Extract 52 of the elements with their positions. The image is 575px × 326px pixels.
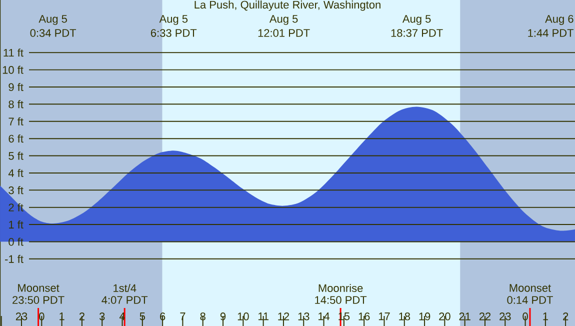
y-tick-label: 6 ft	[8, 134, 24, 143]
x-tick-label: 19	[419, 312, 430, 320]
x-tick-label: 0	[39, 312, 44, 320]
x-tick-label: 21	[459, 312, 470, 320]
x-tick-label: 8	[200, 312, 206, 320]
x-tick-label: 18	[399, 312, 410, 320]
annotation: Aug 6	[545, 15, 574, 25]
annotation: 18:37 PDT	[391, 29, 443, 37]
annotation: 0:14 PDT	[507, 296, 553, 304]
annotation: Aug 5	[402, 15, 431, 25]
x-tick-label: 17	[378, 312, 390, 320]
y-tick-label: 10 ft	[2, 66, 24, 74]
x-tick-label: 20	[439, 312, 450, 320]
x-tick-label: 16	[358, 312, 370, 320]
y-tick-label: 2 ft	[8, 203, 24, 212]
x-tick-label: 22	[479, 312, 491, 320]
x-tick-label: 9	[220, 312, 226, 320]
y-tick-label: 8 ft	[8, 100, 24, 108]
y-tick-label: -1 ft	[5, 254, 24, 263]
annotation: 4:07 PDT	[102, 296, 148, 304]
x-tick-label: 11	[258, 312, 268, 320]
x-tick-label: 12	[278, 312, 290, 320]
y-tick-label: 4 ft	[8, 168, 24, 177]
y-tick-label: 7 ft	[8, 117, 24, 126]
ref-line-label: Moonrise	[318, 284, 363, 292]
x-tick-label: 0	[522, 312, 528, 320]
y-tick-label: 0 ft	[8, 238, 24, 246]
annotation: 14:50 PDT	[315, 296, 367, 304]
x-tick-label: 6	[160, 312, 166, 320]
x-tick-label: 10	[238, 312, 249, 320]
ref-line-label: Moonset	[510, 284, 551, 292]
chart-title: La Push, Quillayute River, Washington	[194, 0, 380, 11]
annotation: 6:33 PDT	[150, 29, 197, 37]
x-tick-label: 23	[500, 312, 511, 320]
annotation: 0:34 PDT	[30, 29, 76, 37]
x-tick-label: 13	[298, 312, 310, 320]
annotation: Aug 5	[159, 15, 188, 25]
annotation: Aug 5	[38, 15, 67, 25]
annotation: 23:50 PDT	[12, 296, 64, 304]
annotation: Aug 5	[269, 15, 298, 25]
x-tick-label: 23	[16, 312, 28, 320]
y-tick-label: 5 ft	[8, 152, 24, 160]
x-tick-label: 14	[318, 312, 330, 320]
y-tick-label: 11 ft	[4, 48, 24, 57]
ref-line-label: Moonset	[18, 284, 60, 292]
annotation: 12:01 PDT	[258, 29, 310, 37]
x-tick-label: 5	[140, 312, 146, 320]
y-tick-label: 9 ft	[8, 82, 24, 92]
y-tick-label: 1 ft	[9, 220, 24, 229]
y-tick-label: 3 ft	[8, 186, 24, 194]
ref-line-label: 1st/4	[114, 284, 136, 292]
annotation: 1:44 PDT	[528, 29, 574, 37]
